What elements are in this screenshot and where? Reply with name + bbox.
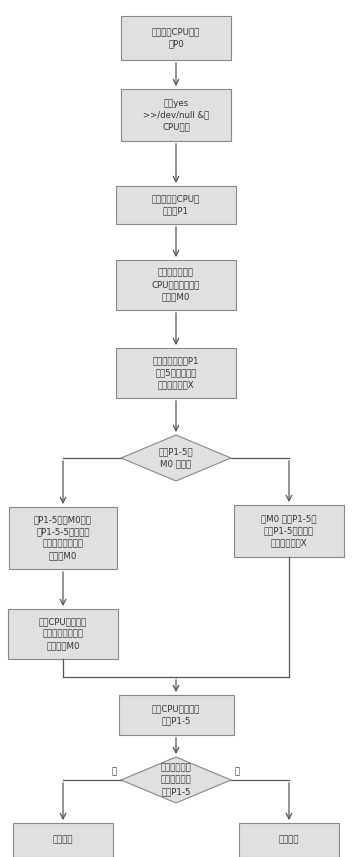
Text: 否: 否 — [235, 767, 240, 776]
Text: 限制失败: 限制失败 — [279, 836, 299, 844]
FancyBboxPatch shape — [9, 507, 117, 569]
FancyBboxPatch shape — [116, 186, 236, 224]
Text: 获得当前CPU功耗
值P0: 获得当前CPU功耗 值P0 — [152, 27, 200, 48]
Text: 若P1-5小于M0，则
将P1-5-5替换当前
可设置功耗范围的
最小值M0: 若P1-5小于M0，则 将P1-5-5替换当前 可设置功耗范围的 最小值M0 — [34, 516, 92, 560]
FancyBboxPatch shape — [116, 348, 236, 398]
FancyBboxPatch shape — [13, 823, 113, 857]
FancyBboxPatch shape — [121, 89, 231, 141]
FancyBboxPatch shape — [234, 505, 344, 557]
Text: 是: 是 — [112, 767, 117, 776]
Text: 获得加压后CPU的
当前值P1: 获得加压后CPU的 当前值P1 — [152, 195, 200, 215]
Text: 查看限制后当
前值是否小于
等于P1-5: 查看限制后当 前值是否小于 等于P1-5 — [161, 764, 191, 796]
Text: 限制成功: 限制成功 — [53, 836, 73, 844]
FancyBboxPatch shape — [121, 16, 231, 60]
FancyBboxPatch shape — [116, 260, 236, 310]
Text: 使用yes
>>/dev/null &给
CPU加压: 使用yes >>/dev/null &给 CPU加压 — [143, 99, 209, 131]
Text: 获得可以设置的
CPU功耗限制值的
最小值M0: 获得可以设置的 CPU功耗限制值的 最小值M0 — [152, 269, 200, 302]
Text: 将加压后功耗值P1
减去5作为要设置
的功耗限制值X: 将加压后功耗值P1 减去5作为要设置 的功耗限制值X — [153, 357, 199, 389]
FancyBboxPatch shape — [8, 609, 118, 659]
Polygon shape — [121, 435, 231, 481]
Polygon shape — [121, 757, 231, 803]
FancyBboxPatch shape — [119, 695, 233, 735]
Text: 设置CPU功耗限制
值为P1-5: 设置CPU功耗限制 值为P1-5 — [152, 704, 200, 725]
Text: 修改CPU功耗可设
置范围的最小值为
修改后的M0: 修改CPU功耗可设 置范围的最小值为 修改后的M0 — [39, 618, 87, 650]
FancyBboxPatch shape — [239, 823, 339, 857]
Text: 判断P1-5和
M0 的关系: 判断P1-5和 M0 的关系 — [159, 447, 193, 469]
Text: 若M0 小于P1-5，
则将P1-5作为要设
置的功耗限制X: 若M0 小于P1-5， 则将P1-5作为要设 置的功耗限制X — [261, 515, 317, 548]
